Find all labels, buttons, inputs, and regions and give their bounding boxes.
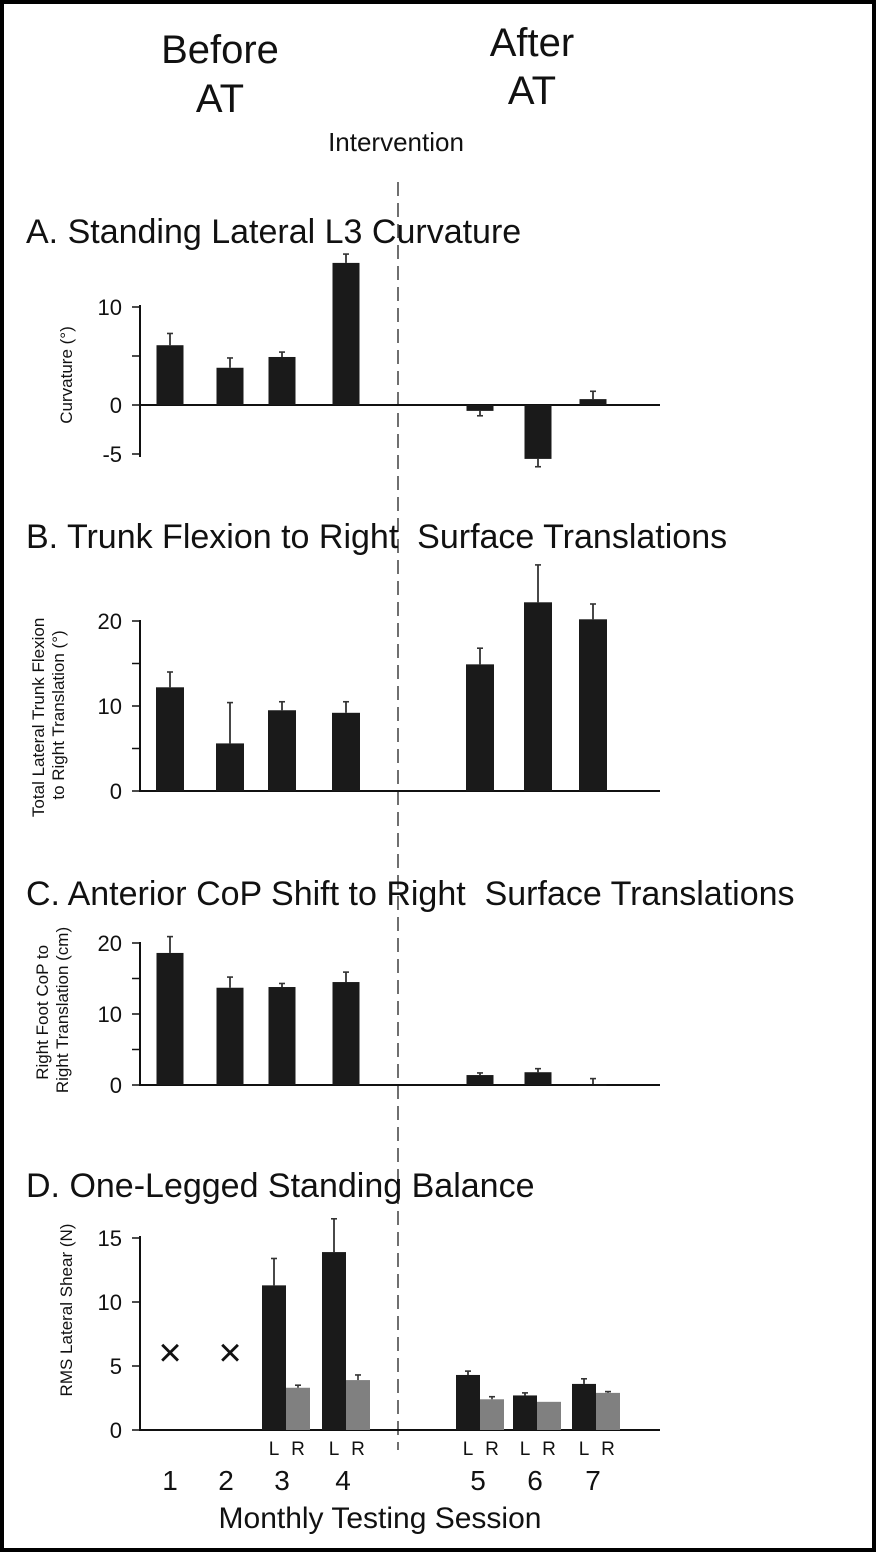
- b-bar: [466, 664, 494, 791]
- a-bar: [216, 367, 244, 405]
- panel-b-ylabel-line2: to Right Translation (°): [49, 630, 68, 799]
- b-bar: [268, 710, 296, 791]
- d-bar-left: [456, 1374, 480, 1430]
- panel-d-ylabel: RMS Lateral Shear (N): [57, 1224, 76, 1397]
- d-bar-right: [346, 1380, 370, 1430]
- b-bar: [156, 687, 184, 791]
- a-bar: [332, 262, 360, 405]
- d-bar-left: [513, 1395, 537, 1430]
- panel-b-plot: 20 10 0: [98, 564, 660, 804]
- a-bar: [268, 356, 296, 405]
- intervention-label: Intervention: [328, 127, 464, 157]
- d-r-label: R: [351, 1439, 365, 1460]
- panel-b-ylabel-line1: Total Lateral Trunk Flexion: [29, 618, 48, 817]
- session-number: 5: [470, 1465, 486, 1496]
- d-bar-left: [262, 1285, 286, 1430]
- c-bar: [466, 1075, 494, 1085]
- c-bar: [156, 952, 184, 1085]
- d-missing-marker: ×: [158, 1331, 181, 1375]
- a-bar: [579, 399, 607, 405]
- panel-c-title: C. Anterior CoP Shift to Right Surface T…: [26, 875, 795, 913]
- d-l-label: L: [329, 1439, 340, 1460]
- panel-c-plot: 20 10 0: [98, 931, 660, 1098]
- session-labels: 1 2 3 4 5 6 7: [162, 1465, 601, 1496]
- d-bar-left: [322, 1252, 346, 1430]
- panel-c-ylabel-line1: Right Foot CoP to: [33, 945, 52, 1080]
- d-bar-right: [286, 1387, 310, 1430]
- d-bar-right: [537, 1401, 561, 1430]
- session-number: 3: [274, 1465, 290, 1496]
- b-tick-label: 10: [98, 694, 122, 719]
- b-tick-label: 20: [98, 609, 122, 634]
- panel-b-title: B. Trunk Flexion to Right Surface Transl…: [26, 518, 727, 556]
- a-tick-label: 0: [110, 393, 122, 418]
- panel-d-title: D. One-Legged Standing Balance: [26, 1167, 534, 1205]
- c-bar: [216, 987, 244, 1085]
- a-tick-label: 10: [98, 295, 122, 320]
- panel-b-ylabel: Total Lateral Trunk Flexion to Right Tra…: [29, 613, 68, 817]
- d-missing-marker: ×: [218, 1331, 241, 1375]
- d-r-label: R: [542, 1439, 556, 1460]
- d-l-label: L: [463, 1439, 474, 1460]
- d-l-label: L: [520, 1439, 531, 1460]
- a-bar: [466, 405, 494, 411]
- b-bar: [332, 712, 360, 791]
- d-r-label: R: [291, 1439, 305, 1460]
- d-bar-right: [480, 1399, 504, 1430]
- c-bar: [579, 1084, 607, 1086]
- panel-a-title: A. Standing Lateral L3 Curvature: [26, 213, 521, 251]
- session-number: 6: [527, 1465, 543, 1496]
- panel-c-ylabel: Right Foot CoP to Right Translation (cm): [33, 927, 72, 1093]
- x-axis-title: Monthly Testing Session: [219, 1502, 542, 1535]
- c-bar: [524, 1072, 552, 1085]
- b-bar: [579, 619, 607, 791]
- c-tick-label: 20: [98, 931, 122, 956]
- session-number: 7: [585, 1465, 601, 1496]
- c-bar: [332, 982, 360, 1085]
- a-tick-label: -5: [102, 442, 122, 467]
- d-tick-label: 0: [110, 1418, 122, 1443]
- d-tick-label: 10: [98, 1290, 122, 1315]
- panel-a-plot: 10 0 -5: [98, 253, 660, 468]
- c-tick-label: 10: [98, 1002, 122, 1027]
- d-l-label: L: [269, 1439, 280, 1460]
- a-bar: [156, 345, 184, 405]
- after-label-line1: After: [490, 21, 574, 65]
- b-bar: [216, 743, 244, 791]
- session-number: 1: [162, 1465, 178, 1496]
- session-number: 2: [218, 1465, 234, 1496]
- d-l-label: L: [579, 1439, 590, 1460]
- a-bar: [524, 405, 552, 459]
- d-r-label: R: [485, 1439, 499, 1460]
- before-label-line2: AT: [196, 77, 244, 121]
- d-r-label: R: [601, 1439, 615, 1460]
- c-tick-label: 0: [110, 1073, 122, 1098]
- b-bar: [524, 602, 552, 791]
- b-tick-label: 0: [110, 779, 122, 804]
- d-tick-label: 5: [110, 1354, 122, 1379]
- panel-a-ylabel: Curvature (°): [57, 326, 76, 423]
- session-number: 4: [335, 1465, 351, 1496]
- before-label-line1: Before: [161, 28, 279, 72]
- panel-c-ylabel-line2: Right Translation (cm): [53, 927, 72, 1093]
- d-tick-label: 15: [98, 1226, 122, 1251]
- d-bar-right: [596, 1392, 620, 1430]
- c-bar: [268, 987, 296, 1085]
- after-label-line2: AT: [508, 69, 556, 113]
- d-bar-left: [572, 1383, 596, 1430]
